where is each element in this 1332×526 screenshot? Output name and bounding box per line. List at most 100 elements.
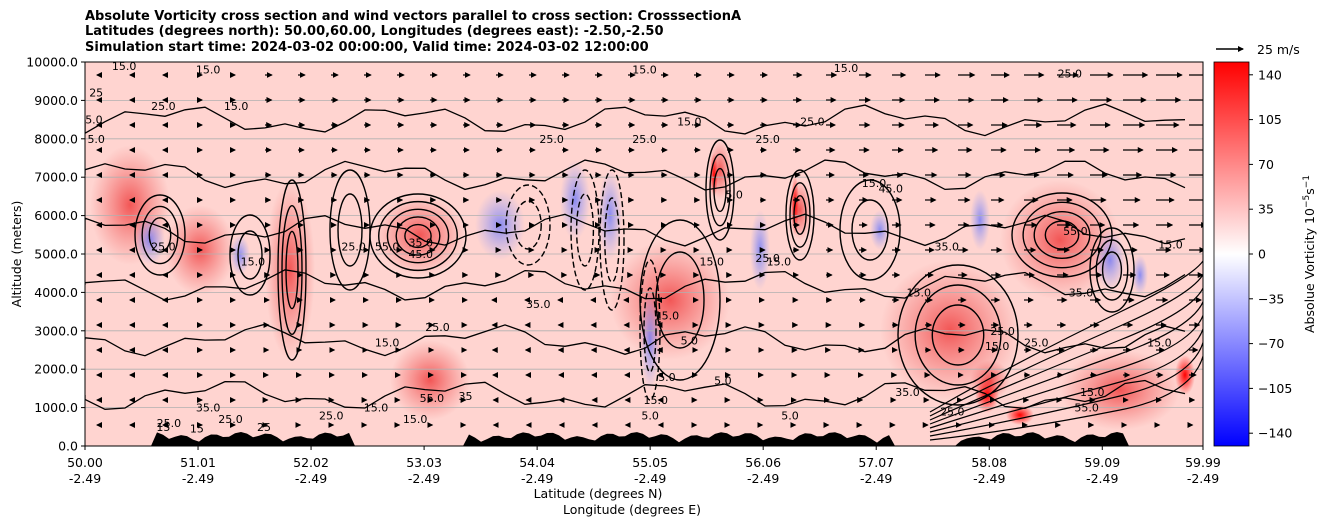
contour-dashed-a-1 bbox=[575, 193, 595, 267]
contour-frontal-2 bbox=[929, 300, 1203, 433]
contour-label-49: 35.0 bbox=[895, 386, 920, 399]
x-tick-label-lat-4: 54.04 bbox=[519, 455, 555, 470]
negative-anomaly-3 bbox=[560, 160, 590, 240]
x-tick-label-lon-9: -2.49 bbox=[1086, 471, 1118, 486]
x-tick-label-lat-9: 59.09 bbox=[1084, 455, 1120, 470]
quiver-key-label: 25 m/s bbox=[1257, 42, 1300, 57]
contour-loop-c-2 bbox=[931, 304, 985, 366]
contour-loop-d-0 bbox=[1089, 227, 1135, 313]
contour-label-43: 15.0 bbox=[985, 340, 1010, 353]
contour-label-4: 15.0 bbox=[196, 64, 221, 77]
x-tick-label-lat-10: 59.99 bbox=[1185, 455, 1221, 470]
contour-frontal-5 bbox=[929, 270, 1203, 421]
colorbar-tick-label-7: −105 bbox=[1258, 381, 1292, 396]
contour-label-11: 15.0 bbox=[677, 116, 702, 129]
contour-label-15: 15.0 bbox=[862, 177, 887, 190]
contour-loop-f-0 bbox=[134, 194, 186, 276]
x-tick-label-lon-3: -2.49 bbox=[408, 471, 440, 486]
contour-label-45: 15.0 bbox=[1147, 336, 1172, 349]
x-tick-label-lat-5: 55.05 bbox=[632, 455, 668, 470]
contour-label-48: 25.0 bbox=[940, 405, 965, 418]
contour-frontal-1 bbox=[929, 310, 1203, 437]
negative-anomaly-9 bbox=[1132, 255, 1148, 295]
contour-label-8: 25.0 bbox=[632, 133, 657, 146]
contour-loop-h-0 bbox=[785, 169, 815, 261]
contour-label-46: 15.0 bbox=[1080, 386, 1105, 399]
contour-loop-d-1 bbox=[1095, 239, 1129, 301]
contour-loop-e-1 bbox=[281, 205, 303, 335]
wind-vectors bbox=[96, 72, 1203, 428]
contour-label-35: 5.0 bbox=[681, 334, 699, 347]
colorbar-tick-label-5: −35 bbox=[1258, 291, 1284, 306]
strong-anomaly-1 bbox=[1175, 355, 1195, 395]
contour-label-14: 25.0 bbox=[1058, 68, 1083, 81]
contour-label-13: 15.0 bbox=[834, 62, 859, 75]
contour-frontal-3 bbox=[929, 290, 1203, 429]
contour-loop-f-1 bbox=[141, 205, 179, 265]
contour-dashed-d-1 bbox=[514, 200, 542, 250]
contour-loop-a-3 bbox=[395, 216, 441, 256]
contour-label-33: 15.0 bbox=[655, 309, 680, 322]
contour-dashed-c-1 bbox=[643, 287, 657, 373]
contour-label-16: 45.0 bbox=[879, 183, 904, 196]
contour-dashed-b-1 bbox=[604, 197, 620, 283]
contour-label-51: 25.0 bbox=[218, 413, 243, 426]
contour-dashed-d-0 bbox=[505, 184, 551, 266]
colorbar-label: Absolue Vorticity 10−5s−1 bbox=[1302, 175, 1317, 333]
y-tick-label-7: 7000.0 bbox=[34, 170, 78, 185]
x-tick-label-lon-2: -2.49 bbox=[295, 471, 327, 486]
contour-label-18: 55.0 bbox=[1063, 225, 1088, 238]
contour-label-10: 25.0 bbox=[800, 116, 825, 129]
contour-label-32: 35.0 bbox=[526, 298, 551, 311]
contour-loop-k-0 bbox=[329, 169, 371, 291]
contour-label-53: 25.0 bbox=[319, 409, 344, 422]
contour-wave-5 bbox=[85, 379, 1186, 410]
contour-loop-g-2 bbox=[713, 167, 727, 213]
y-tick-label-0: 0.0 bbox=[58, 439, 78, 454]
y-tick-label-1: 1000.0 bbox=[34, 400, 78, 415]
contour-label-21: 35.0 bbox=[408, 236, 433, 249]
contour-label-26: 15.0 bbox=[241, 256, 266, 269]
x-tick-label-lon-8: -2.49 bbox=[973, 471, 1005, 486]
contour-loop-j-1 bbox=[237, 230, 263, 280]
x-tick-label-lat-8: 58.08 bbox=[971, 455, 1007, 470]
colorbar-tick-label-3: 35 bbox=[1258, 202, 1274, 217]
x-tick-label-lat-1: 51.01 bbox=[180, 455, 216, 470]
y-tick-label-10: 10000.0 bbox=[26, 55, 78, 70]
y-axis-ticks: 0.0 1000.0 2000.0 3000.0 4000.0 5000.0 6000.0 7… bbox=[26, 55, 85, 454]
x-tick-label-lat-0: 50.00 bbox=[67, 455, 103, 470]
contour-label-9: 25.0 bbox=[755, 133, 780, 146]
contour-label-57: 15 bbox=[156, 421, 170, 434]
contour-loop-e-0 bbox=[277, 179, 307, 361]
contour-loop-l-1 bbox=[655, 251, 705, 349]
contour-label-29: 15.0 bbox=[767, 256, 792, 269]
contour-dashed-a-0 bbox=[570, 169, 600, 291]
contour-frontal-0 bbox=[929, 320, 1203, 441]
contour-label-5: 5.0 bbox=[85, 114, 103, 127]
contour-label-23: 25.0 bbox=[341, 240, 366, 253]
contour-loop-g-1 bbox=[709, 153, 731, 227]
y-tick-label-9: 9000.0 bbox=[34, 93, 78, 108]
warm-anomaly-4 bbox=[390, 340, 470, 420]
contour-wave-1 bbox=[85, 159, 1186, 191]
warm-anomaly-5 bbox=[610, 240, 730, 360]
contour-label-7: 25.0 bbox=[539, 133, 564, 146]
x-tick-label-lat-7: 57.07 bbox=[858, 455, 894, 470]
x-tick-label-lat-3: 53.03 bbox=[406, 455, 442, 470]
y-tick-label-6: 6000.0 bbox=[34, 208, 78, 223]
strong-anomaly-3 bbox=[710, 153, 718, 197]
quiver-key: 25 m/s bbox=[1216, 42, 1300, 57]
contour-loop-k-1 bbox=[337, 193, 363, 267]
y-tick-label-2: 2000.0 bbox=[34, 362, 78, 377]
chart-title-line-3: Simulation start time: 2024-03-02 00:00:… bbox=[85, 40, 649, 55]
negative-anomaly-4 bbox=[598, 170, 622, 260]
contour-label-56: 35 bbox=[459, 390, 473, 403]
contour-loop-b-0 bbox=[1011, 192, 1113, 278]
contour-label-42: 25.0 bbox=[990, 325, 1015, 338]
contour-label-39: 5.0 bbox=[714, 375, 732, 388]
contour-loop-a-4 bbox=[404, 223, 432, 249]
contour-label-37: 15.0 bbox=[644, 394, 669, 407]
y-tick-label-5: 5000.0 bbox=[34, 247, 78, 262]
colorbar-tick-label-2: 70 bbox=[1258, 157, 1274, 172]
